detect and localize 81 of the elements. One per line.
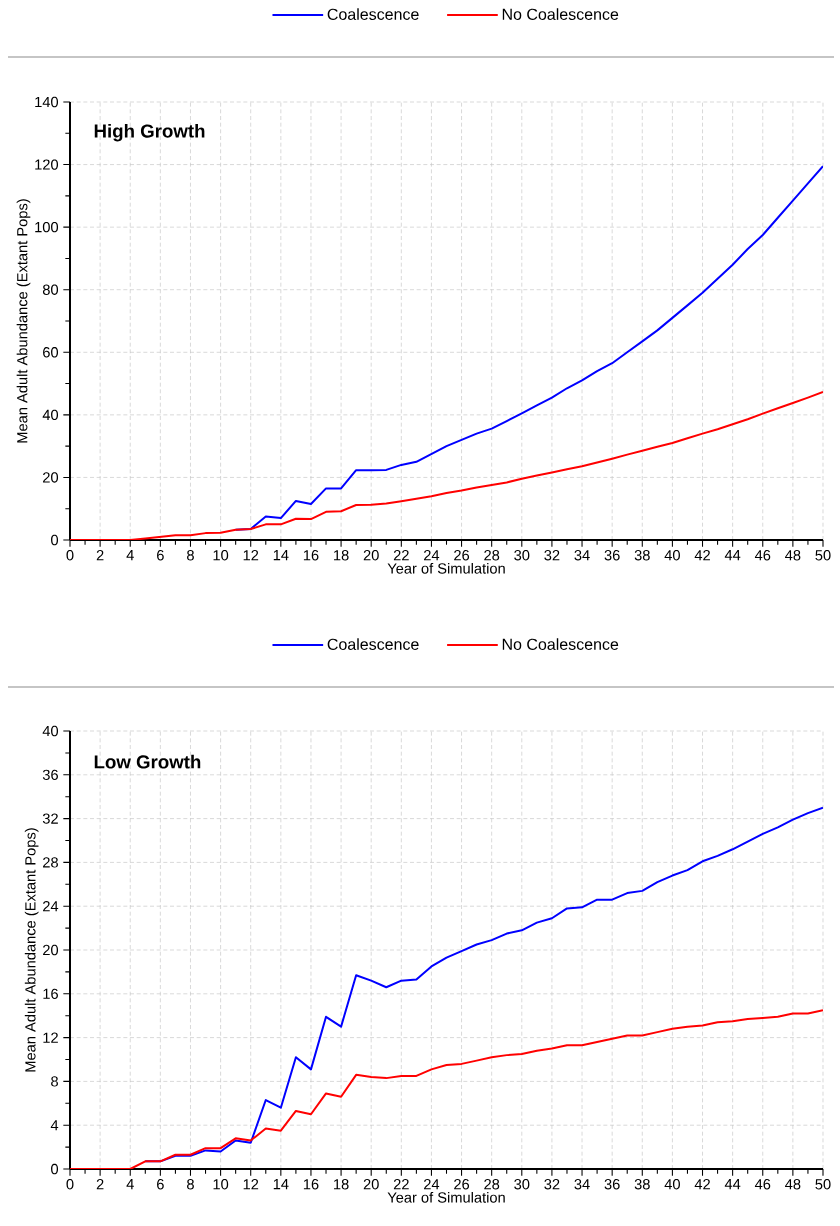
x-tick-label: 48 (785, 1179, 801, 1190)
x-tick-label: 2 (96, 1179, 104, 1190)
x-tick-label: 22 (393, 1179, 409, 1190)
x-tick-label: 42 (694, 1179, 710, 1190)
x-axis-title: Year of Simulation (387, 562, 505, 574)
x-tick-label: 38 (634, 1179, 650, 1190)
x-tick-label: 26 (454, 1179, 470, 1190)
x-tick-label: 46 (754, 550, 771, 561)
x-tick-label: 38 (634, 550, 650, 561)
x-tick-label: 32 (544, 550, 560, 561)
legend-label: Coalescence (327, 8, 419, 20)
x-tick-label: 44 (724, 550, 741, 561)
y-tick-label: 4 (50, 1120, 59, 1131)
y-axis-title: Mean Adult Abundance (Extant Pops) (24, 828, 39, 1072)
x-tick-label: 28 (484, 550, 500, 561)
x-tick-label: 32 (544, 1179, 560, 1190)
x-tick-label: 0 (66, 550, 74, 561)
x-tick-label: 16 (303, 550, 319, 561)
x-tick-label: 0 (66, 1179, 74, 1190)
y-tick-label: 40 (42, 409, 59, 421)
x-tick-label: 36 (604, 1179, 620, 1190)
x-tick-label: 14 (273, 550, 289, 561)
x-tick-label: 8 (187, 550, 194, 561)
x-tick-label: 8 (187, 1179, 194, 1190)
x-tick-label: 20 (363, 550, 379, 561)
x-tick-label: 30 (514, 550, 530, 561)
y-tick-label: 20 (43, 472, 59, 483)
x-tick-label: 10 (213, 550, 229, 561)
y-tick-label: 32 (42, 813, 58, 824)
y-tick-label: 20 (43, 944, 59, 956)
y-tick-label: 16 (43, 988, 58, 999)
x-tick-label: 6 (157, 1179, 164, 1190)
x-tick-label: 50 (815, 550, 831, 561)
x-tick-label: 30 (514, 1179, 530, 1190)
x-tick-label: 16 (303, 1179, 319, 1190)
y-tick-label: 24 (43, 901, 59, 912)
y-tick-label: 80 (42, 284, 59, 295)
x-tick-label: 42 (694, 550, 710, 561)
x-tick-label: 50 (815, 1179, 831, 1190)
x-tick-label: 6 (157, 550, 164, 561)
x-tick-label: 12 (243, 550, 259, 561)
y-tick-label: 8 (51, 1076, 58, 1087)
x-tick-label: 20 (363, 1179, 379, 1190)
y-tick-label: 12 (43, 1032, 58, 1043)
legend-label: No Coalescence (502, 8, 619, 20)
x-tick-label: 34 (574, 550, 590, 561)
y-tick-label: 40 (42, 725, 59, 737)
x-tick-label: 18 (334, 1179, 349, 1190)
y-tick-label: 60 (43, 347, 59, 358)
x-tick-label: 4 (126, 550, 134, 561)
x-tick-label: 10 (213, 1179, 229, 1190)
x-tick-label: 44 (724, 1179, 741, 1190)
x-tick-label: 24 (424, 1179, 440, 1190)
x-tick-label: 40 (664, 550, 680, 561)
x-tick-label: 36 (604, 550, 620, 561)
x-tick-label: 28 (484, 1179, 500, 1190)
y-tick-label: 0 (51, 1163, 59, 1175)
y-tick-label: 0 (51, 534, 59, 546)
x-tick-label: 4 (126, 1179, 134, 1190)
y-tick-label: 28 (43, 857, 58, 868)
x-tick-label: 18 (334, 550, 349, 561)
x-tick-label: 2 (96, 550, 104, 561)
y-tick-label: 100 (35, 221, 59, 233)
x-tick-label: 46 (754, 1179, 771, 1190)
y-tick-label: 36 (42, 769, 58, 780)
x-tick-label: 22 (393, 550, 409, 561)
x-tick-label: 26 (454, 550, 470, 561)
x-tick-label: 24 (424, 550, 440, 561)
legend-label: No Coalescence (502, 638, 619, 650)
x-tick-label: 14 (273, 1179, 289, 1190)
y-tick-label: 120 (35, 159, 59, 170)
x-tick-label: 34 (574, 1179, 590, 1190)
text: Low Growth (94, 754, 201, 769)
x-tick-label: 48 (785, 550, 801, 561)
x-tick-label: 12 (243, 1179, 259, 1190)
y-tick-label: 140 (35, 96, 59, 108)
x-tick-label: 40 (664, 1179, 680, 1190)
legend-label: Coalescence (327, 638, 419, 650)
text: High Growth (94, 123, 205, 142)
x-axis-title: Year of Simulation (387, 1191, 505, 1203)
y-axis-title: Mean Adult Abundance (Extant Pops) (16, 199, 31, 443)
